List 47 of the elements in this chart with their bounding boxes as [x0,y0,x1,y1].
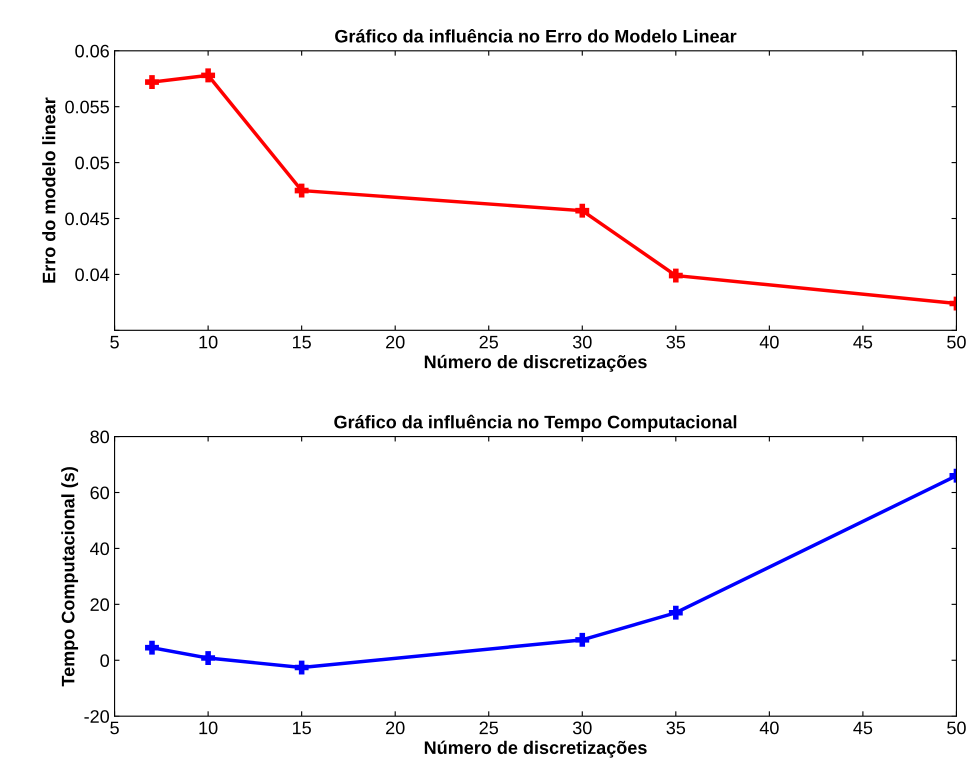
x-tick-label: 15 [292,336,311,348]
x-tick-label: 20 [386,722,405,734]
x-tick-label: 10 [199,336,218,348]
y-tick-label: 0.06 [75,44,109,58]
point [201,651,216,665]
point [575,204,590,218]
x-tick-label: 35 [666,722,686,734]
point [145,75,159,90]
point [294,184,309,198]
point [668,606,683,620]
x-tick-label: 40 [760,336,779,348]
y-tick-label: 0.05 [75,156,109,170]
x-tick-label: 15 [292,722,311,734]
y-tick-label: 0.045 [65,212,109,226]
y-tick-label: 60 [90,486,110,500]
point [201,68,216,82]
y-axis-title: Tempo Computacional (s) [61,467,78,686]
y-tick-label: -20 [84,710,110,723]
x-tick-label: 50 [947,336,966,348]
point [575,632,590,647]
chart-title: Gráfico da influência no Erro do Modelo Linear [335,28,736,43]
point [294,660,309,674]
point [668,268,683,282]
x-tick-label: 30 [572,722,592,734]
chart-title: Gráfico da influência no Tempo Computacional [334,414,736,432]
x-axis-title: Número de discretizações [424,354,647,372]
x-tick-label: 45 [853,336,872,348]
x-tick-label: 5 [110,722,119,734]
y-tick-label: 20 [90,598,110,612]
y-tick-label: 0.055 [65,100,109,114]
y-axis-title: Erro do modelo linear [42,98,56,283]
x-tick-label: 45 [853,722,872,734]
x-tick-label: 10 [199,722,218,734]
x-tick-label: 40 [760,722,779,734]
x-tick-label: 50 [947,722,966,734]
y-tick-label: 0.04 [75,268,110,282]
x-tick-label: 25 [480,336,498,348]
x-tick-label: 25 [480,722,498,734]
y-tick-label: 0 [100,654,110,667]
x-axis-title: Número de discretizações [424,740,647,758]
y-tick-label: 80 [90,430,110,444]
point [145,640,159,655]
x-tick-label: 30 [572,336,592,348]
x-tick-label: 20 [386,336,405,348]
x-tick-label: 5 [110,336,119,348]
x-tick-label: 35 [666,336,686,348]
y-tick-label: 40 [90,542,110,556]
